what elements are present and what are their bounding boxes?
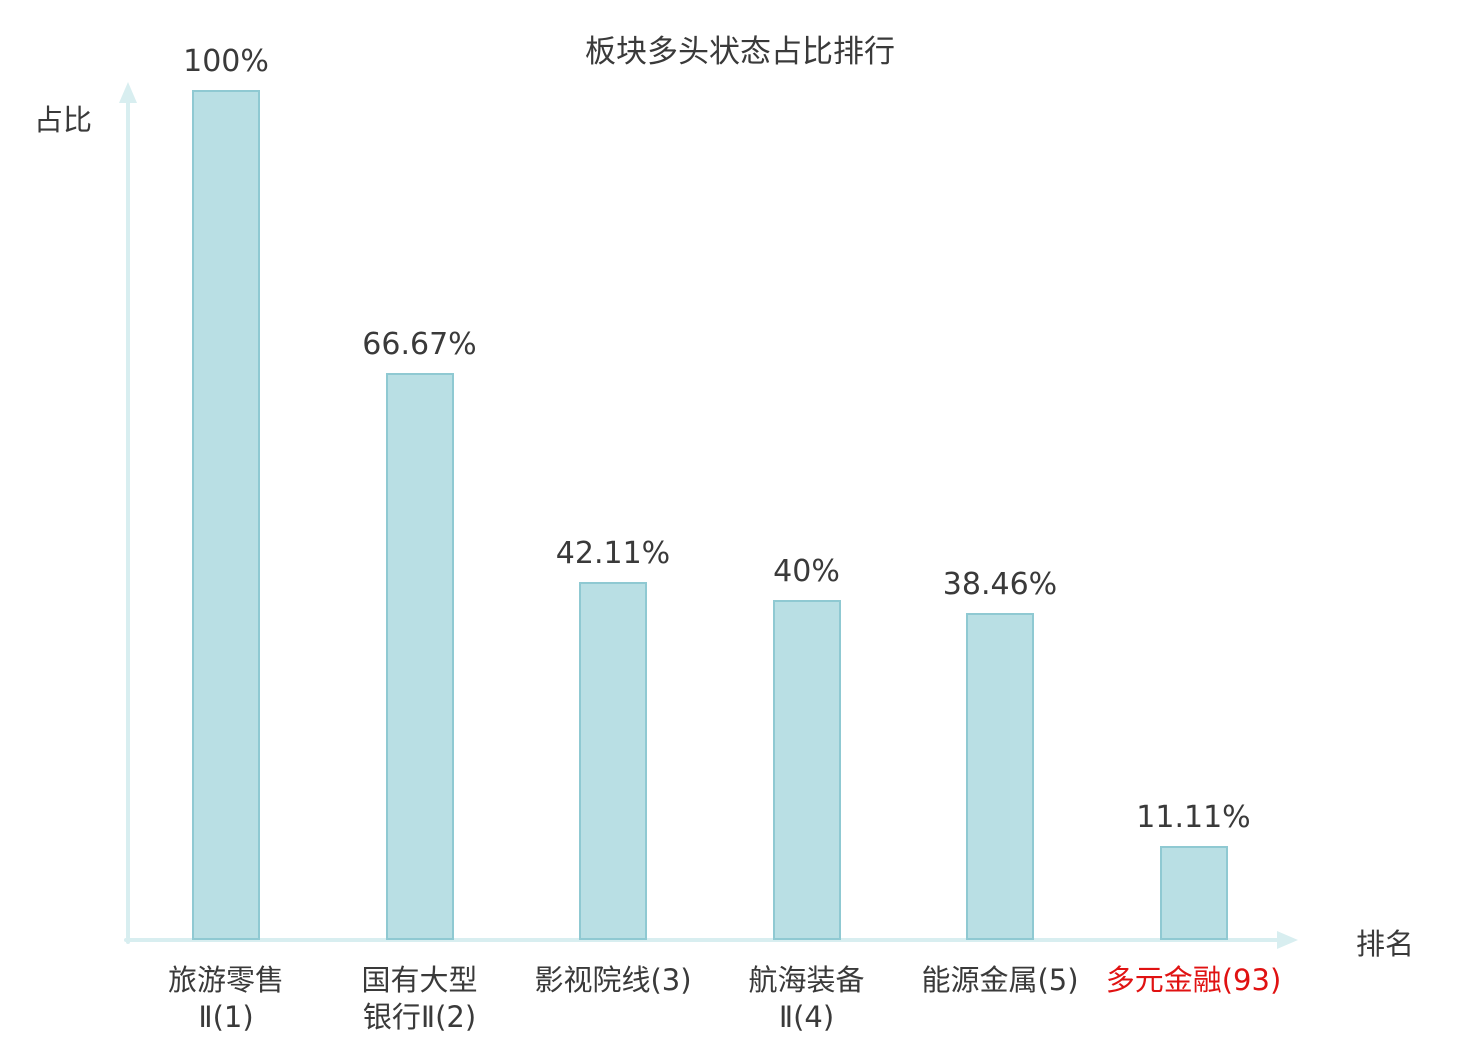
bar: [579, 582, 647, 940]
bar-value-label: 42.11%: [555, 536, 671, 571]
bar-value-label: 11.11%: [1136, 800, 1251, 835]
bar: [385, 373, 454, 940]
bar: [966, 613, 1034, 940]
bar: [192, 90, 260, 940]
bar-value-label: 100%: [183, 44, 269, 79]
bar-category-label: 影视院线(3): [534, 963, 692, 997]
x-axis-label: 排名: [1356, 927, 1415, 961]
bar-value-label: 66.67%: [362, 327, 477, 362]
bar-category-label: 旅游零售 Ⅱ(1): [167, 963, 284, 1034]
bar-category-label: 航海装备 Ⅱ(4): [748, 963, 865, 1034]
bar: [1159, 846, 1228, 940]
bar-value-label: 38.46%: [942, 567, 1058, 602]
y-axis-label: 占比: [34, 103, 93, 137]
chart-title: 板块多头状态占比排行: [585, 34, 895, 70]
bar: [772, 600, 841, 940]
bar-category-label: 国有大型 银行Ⅱ(2): [361, 963, 478, 1034]
y-axis-arrowhead-icon: [119, 82, 137, 103]
x-axis-arrowhead-icon: [1277, 931, 1298, 949]
bar-category-label: 多元金融(93): [1105, 963, 1282, 997]
bar-value-label: 40%: [773, 554, 840, 589]
bar-category-label: 能源金属(5): [921, 963, 1079, 997]
